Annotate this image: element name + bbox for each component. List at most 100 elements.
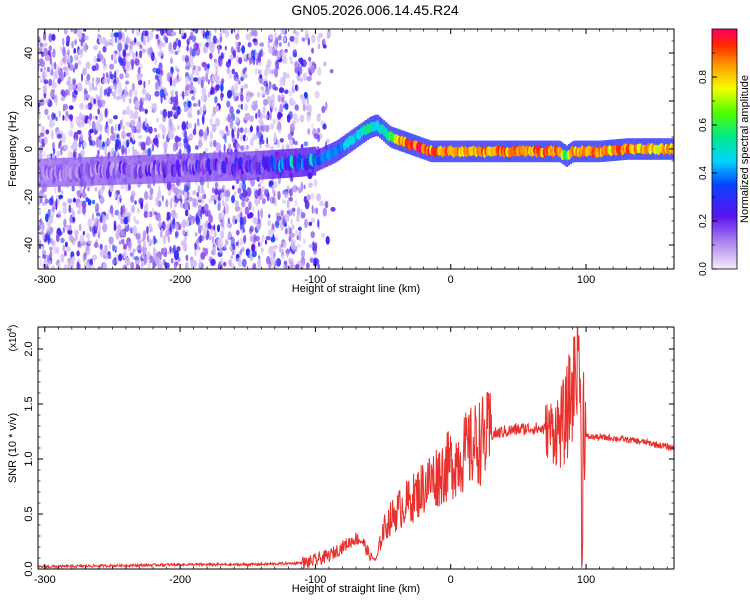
spectrogram-noise-cell (181, 219, 187, 229)
spectrogram-noise-cell (302, 238, 306, 245)
spectrogram-noise-cell (45, 99, 49, 105)
spectrogram-noise-cell (297, 187, 303, 194)
spectrogram-noise-cell (169, 49, 175, 55)
x-tick-label: -300 (34, 274, 56, 286)
spectrogram-noise-cell (78, 112, 83, 121)
spectrogram-noise-cell (316, 81, 322, 86)
spectrogram-noise-cell (198, 129, 204, 137)
x-tick-label: -200 (169, 574, 191, 586)
spectrogram-noise-cell (48, 45, 52, 52)
spectrogram-noise-cell (61, 133, 66, 144)
spectrogram-noise-cell (66, 80, 72, 86)
spectrogram-noise-cell (269, 111, 272, 121)
spectrogram-noise-cell (87, 102, 93, 110)
spectrogram-noise-cell (118, 82, 122, 92)
spectrogram-noise-cell (171, 220, 176, 226)
spectrogram-noise-cell (326, 138, 330, 144)
spectrogram-noise-cell (143, 256, 148, 264)
spectrogram-noise-cell (265, 114, 269, 120)
spectrogram-noise-cell (259, 74, 263, 79)
spectrogram-noise-cell (38, 239, 42, 246)
spectrogram-noise-cell (209, 117, 213, 127)
spectrogram-noise-cell (260, 192, 264, 201)
spectrogram-noise-cell (192, 190, 197, 196)
spectrogram-noise-cell (294, 84, 298, 91)
spectrogram-noise-cell (212, 246, 217, 256)
spectrogram-noise-cell (104, 108, 108, 118)
spectrogram-noise-cell (227, 113, 232, 123)
spectrogram-noise-cell (242, 73, 248, 79)
spectrogram-noise-cell (247, 42, 252, 48)
spectrogram-noise-cell (86, 232, 90, 239)
spectrogram-noise-cell (84, 42, 88, 53)
spectrogram-noise-cell (300, 256, 306, 267)
spectrogram-noise-cell (222, 199, 225, 206)
spectrogram-noise-cell (50, 90, 55, 99)
spectrogram-noise-cell (60, 59, 63, 67)
spectrogram-noise-cell (47, 114, 51, 121)
spectrogram-noise-cell (248, 92, 254, 98)
spectrogram-noise-cell (113, 32, 119, 38)
spectrogram-noise-cell (39, 218, 43, 226)
spectrogram-noise-cell (126, 66, 130, 72)
spectrogram-noise-cell (134, 58, 140, 66)
spectrogram-noise-cell (273, 133, 277, 144)
spectrogram-noise-cell (257, 209, 260, 220)
spectrogram-noise-cell (148, 79, 151, 86)
spectrogram-noise-cell (202, 103, 207, 112)
spectrogram-noise-cell (221, 29, 226, 34)
spectrogram-noise-cell (131, 139, 136, 145)
spectrogram-noise-cell (119, 73, 124, 80)
spectrogram-noise-cell (126, 212, 131, 219)
spectrogram-noise-cell (241, 196, 245, 202)
spectrogram-noise-cell (199, 106, 203, 115)
spectrogram-noise-cell (146, 35, 150, 43)
spectrogram-noise-cell (211, 112, 216, 118)
spectrogram-noise-cell (222, 226, 225, 231)
snr-panel: -300 -200 -100 0 100 0.0 0.5 1.0 1.5 2.0 Height o… (7, 325, 675, 595)
spectrogram-noise-cell (222, 184, 226, 190)
spectrogram-noise-cell (257, 241, 261, 247)
spectrogram-noise-cell (232, 49, 237, 59)
spectrogram-noise-cell (71, 237, 76, 246)
spectrogram-noise-cell (317, 43, 321, 50)
spectrogram-noise-cell (157, 200, 162, 208)
spectrogram-noise-cell (282, 78, 286, 87)
spectrogram-noise-cell (315, 207, 319, 215)
spectrogram-noise-cell (289, 35, 295, 42)
spectrogram-noise-cell (102, 261, 106, 269)
spectrogram-noise-cell (176, 68, 180, 73)
spectrogram-noise-cell (208, 214, 214, 224)
spectrogram-noise-cell (138, 116, 141, 123)
spectrogram-noise-cell (260, 208, 264, 219)
spectrogram-noise-cell (175, 37, 180, 47)
spectrogram-noise-cell (93, 55, 98, 64)
spectrogram-noise-cell (38, 46, 43, 51)
spectrogram-noise-cell (203, 94, 208, 103)
spectrogram-noise-cell (245, 248, 250, 254)
spectrogram-noise-cell (293, 113, 298, 121)
spectrogram-noise-cell (273, 67, 278, 77)
spectrogram-noise-cell (77, 201, 83, 211)
spectrogram-noise-cell (157, 41, 163, 50)
spectrogram-noise-cell (112, 258, 116, 266)
spectrogram-noise-cell (170, 257, 174, 264)
spectrogram-noise-cell (84, 79, 90, 85)
spectrogram-noise-cell (114, 123, 118, 132)
spectrogram-noise-cell (111, 37, 114, 47)
spectrogram-noise-cell (258, 224, 260, 231)
spectrogram-noise-cell (306, 76, 312, 82)
spectrogram-noise-cell (316, 114, 321, 122)
spectrogram-noise-cell (55, 116, 58, 122)
spectrogram-noise-cell (60, 190, 64, 195)
spectrogram-noise-cell (249, 115, 254, 123)
spectrogram-noise-cell (215, 181, 218, 189)
spectrogram-noise-cell (114, 35, 118, 44)
spectrogram-noise-cell (257, 258, 262, 268)
spectrogram-noise-cell (141, 30, 148, 36)
colorbar-axis: 0.0 0.2 0.4 0.6 0.8 (698, 52, 717, 276)
spectrogram-noise-cell (282, 199, 287, 204)
spectrogram-noise-cell (163, 34, 167, 42)
spectrogram-noise-cell (53, 94, 58, 103)
spectrogram-noise-cell (44, 232, 49, 242)
